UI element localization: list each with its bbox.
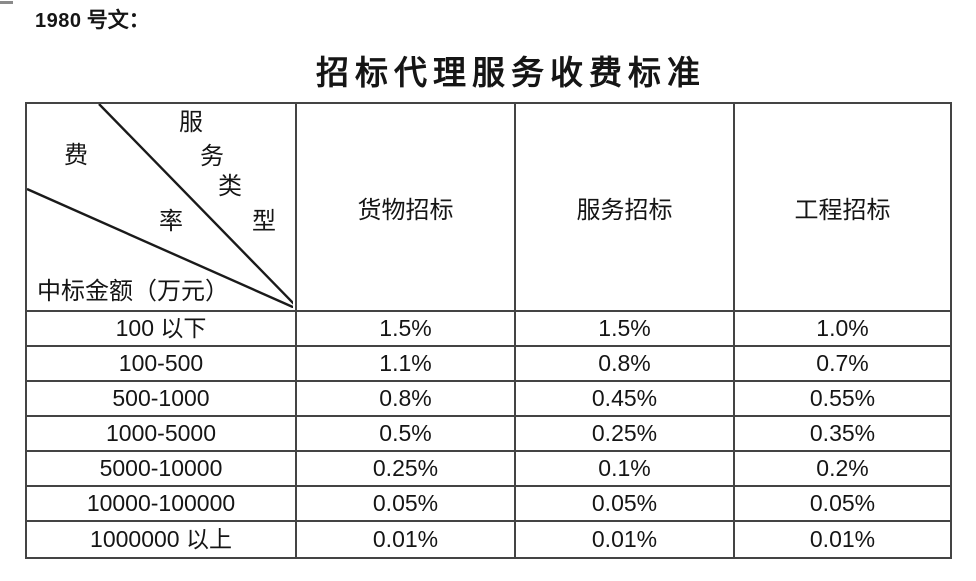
corner-service-type-char: 服 <box>179 110 203 136</box>
goods-rate-cell: 0.05% <box>295 485 516 522</box>
goods-rate-cell: 0.5% <box>295 415 516 452</box>
engineering-rate-cell: 1.0% <box>733 310 952 347</box>
table-row: 100-500 1.1% 0.8% 0.7% <box>25 345 952 382</box>
service-rate-cell: 0.8% <box>514 345 735 382</box>
service-rate-cell: 0.45% <box>514 380 735 417</box>
corner-fee-rate-char: 费 <box>64 143 88 169</box>
table-row: 1000-5000 0.5% 0.25% 0.35% <box>25 415 952 452</box>
doc-reference-suffix: 号文： <box>81 8 150 32</box>
amount-range-cell: 100 以下 <box>25 310 297 347</box>
table-row: 10000-100000 0.05% 0.05% 0.05% <box>25 485 952 522</box>
page-title: 招标代理服务收费标准 <box>316 56 706 92</box>
corner-service-type-char: 型 <box>252 209 276 235</box>
goods-rate-cell: 0.01% <box>295 520 516 559</box>
diagonal-split-lines <box>28 105 293 308</box>
amount-range-cell: 10000-100000 <box>25 485 297 522</box>
engineering-rate-cell: 0.2% <box>733 450 952 487</box>
table-row: 500-1000 0.8% 0.45% 0.55% <box>25 380 952 417</box>
scan-artifact <box>0 1 13 4</box>
engineering-rate-cell: 0.01% <box>733 520 952 559</box>
engineering-rate-cell: 0.7% <box>733 345 952 382</box>
amount-range-cell: 1000-5000 <box>25 415 297 452</box>
engineering-rate-cell: 0.35% <box>733 415 952 452</box>
goods-rate-cell: 0.8% <box>295 380 516 417</box>
service-rate-cell: 0.05% <box>514 485 735 522</box>
service-rate-cell: 0.1% <box>514 450 735 487</box>
amount-range-cell: 5000-10000 <box>25 450 297 487</box>
table-row: 1000000 以上 0.01% 0.01% 0.01% <box>25 520 952 559</box>
table-row: 100 以下 1.5% 1.5% 1.0% <box>25 310 952 347</box>
column-header-goods: 货物招标 <box>295 102 516 312</box>
column-header-engineering: 工程招标 <box>733 102 952 312</box>
goods-rate-cell: 1.1% <box>295 345 516 382</box>
amount-range-cell: 500-1000 <box>25 380 297 417</box>
table-header-row: 服 务 类 型 费 率 中标金额（万元） 货物招标 服务招标 工程招标 <box>25 102 952 312</box>
engineering-rate-cell: 0.05% <box>733 485 952 522</box>
corner-service-type-char: 务 <box>200 144 224 170</box>
corner-amount-label: 中标金额（万元） <box>37 278 229 305</box>
amount-range-cell: 100-500 <box>25 345 297 382</box>
corner-service-type-char: 类 <box>218 174 242 200</box>
corner-fee-rate-char: 率 <box>159 209 183 235</box>
amount-range-cell: 1000000 以上 <box>25 520 297 559</box>
service-rate-cell: 1.5% <box>514 310 735 347</box>
table-row: 5000-10000 0.25% 0.1% 0.2% <box>25 450 952 487</box>
goods-rate-cell: 1.5% <box>295 310 516 347</box>
doc-reference: 1980 号文： <box>35 4 150 34</box>
column-header-service: 服务招标 <box>514 102 735 312</box>
goods-rate-cell: 0.25% <box>295 450 516 487</box>
fee-standard-table: 服 务 类 型 费 率 中标金额（万元） 货物招标 服务招标 工程招标 100 … <box>25 102 952 559</box>
service-rate-cell: 0.01% <box>514 520 735 559</box>
engineering-rate-cell: 0.55% <box>733 380 952 417</box>
service-rate-cell: 0.25% <box>514 415 735 452</box>
doc-reference-number: 1980 <box>35 10 82 32</box>
table-corner-cell: 服 务 类 型 费 率 中标金额（万元） <box>25 102 297 312</box>
